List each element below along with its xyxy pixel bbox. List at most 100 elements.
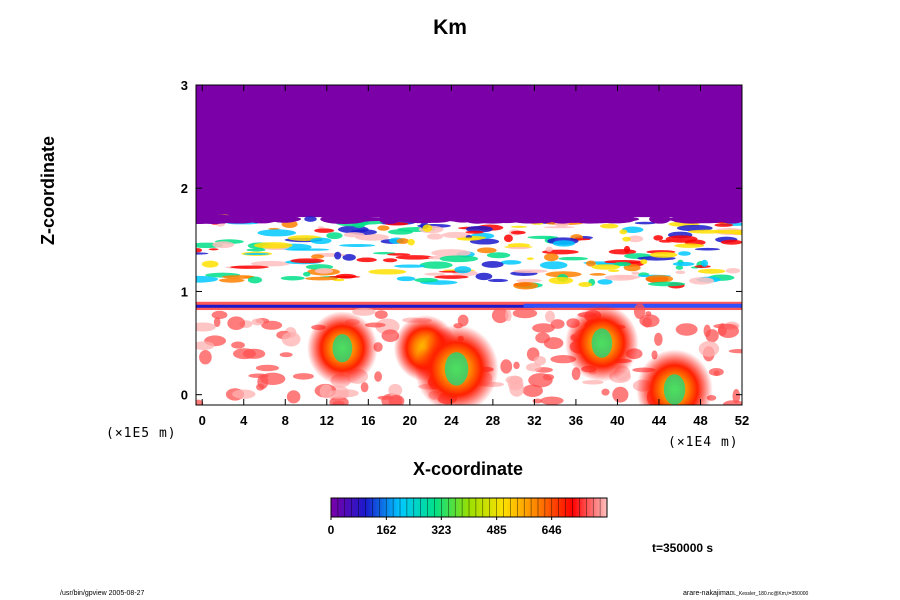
lower-patch (532, 323, 555, 333)
colorbar: 0 162 323 485 646 (328, 497, 608, 537)
x-tick-label: 36 (569, 413, 583, 428)
upper-edge-cell (441, 216, 480, 222)
upper-edge-cell (469, 214, 515, 224)
turbulent-cell (503, 234, 513, 243)
turbulent-cell (578, 282, 592, 287)
y-tick-label: 1 (181, 284, 188, 299)
turbulent-cell (311, 254, 325, 259)
lower-patch (732, 388, 741, 404)
lower-patch (728, 349, 742, 354)
lower-patch (388, 383, 403, 397)
turbulent-cell (342, 253, 356, 261)
turbulent-cell (510, 230, 526, 235)
turbulent-cell (230, 265, 269, 269)
turbulent-cell (302, 271, 311, 277)
turbulent-cell (257, 229, 297, 237)
lower-patch (654, 332, 663, 346)
lower-patch (352, 308, 376, 316)
lower-patch (642, 317, 652, 328)
footer-author: arare-nakajima (683, 590, 730, 597)
turbulent-cell (304, 276, 339, 281)
x-tick-label: 12 (320, 413, 334, 428)
lower-patch (633, 303, 646, 320)
lower-patch (242, 348, 266, 359)
lower-patch (286, 390, 301, 404)
turbulent-cell (543, 226, 575, 229)
turbulent-cell (212, 241, 235, 249)
turbulent-cell (694, 247, 720, 251)
turbulent-cell (649, 251, 678, 258)
turbulent-cell (619, 229, 628, 235)
x-tick-label: 44 (652, 413, 667, 428)
turbulent-cell (339, 243, 376, 247)
colorbar-ticks: 0 162 323 485 646 (328, 498, 601, 537)
plume-core (591, 328, 613, 358)
turbulent-cell (701, 259, 709, 267)
lower-patch (513, 361, 520, 370)
turbulent-cell (589, 273, 606, 276)
lower-patch (505, 309, 512, 322)
lower-patch (542, 373, 555, 381)
y-tick-label: 2 (181, 181, 188, 196)
turbulent-cell (337, 225, 369, 234)
upper-edge-cell (615, 217, 640, 222)
colorbar-tick-label: 485 (487, 523, 507, 537)
turbulent-cell (441, 231, 471, 239)
turbulent-cell (672, 261, 695, 267)
x-tick-label: 24 (444, 413, 459, 428)
turbulent-cell (377, 225, 390, 231)
turbulent-cell (434, 275, 469, 279)
turbulent-cell (476, 247, 497, 254)
lower-patch (512, 308, 538, 319)
turbulent-cell (218, 278, 245, 283)
turbulent-cell (621, 226, 644, 233)
x-axis-ticks: 0 4 8 12 16 20 24 28 32 36 40 44 48 52 (199, 85, 749, 428)
turbulent-cell (613, 261, 632, 267)
lower-patch (540, 396, 564, 405)
turbulent-cell (608, 269, 620, 272)
lower-patch (199, 350, 212, 365)
lower-patch (292, 373, 314, 380)
turbulent-cell (527, 235, 559, 240)
turbulent-cell (431, 249, 471, 257)
turbulent-cell (510, 225, 528, 228)
lower-patch (722, 400, 742, 405)
x-tick-label: 48 (693, 413, 707, 428)
upper-edge-cell (196, 214, 234, 224)
turbulent-cell (688, 277, 715, 285)
turbulent-cell (465, 230, 484, 234)
turbulent-cell (486, 252, 511, 259)
turbulent-cell (653, 235, 664, 241)
turbulent-cell (243, 252, 270, 256)
turbulent-cell (678, 251, 691, 256)
turbulent-cell (335, 273, 357, 279)
turbulent-cell (247, 276, 263, 284)
lower-patch (675, 323, 698, 336)
lower-patch (545, 310, 555, 323)
lower-patch (213, 317, 221, 328)
turbulent-cell (424, 272, 446, 276)
turbulent-cell (526, 257, 534, 261)
turbulent-cell (697, 268, 726, 274)
x-tick-label: 4 (240, 413, 248, 428)
x-tick-label: 52 (735, 413, 749, 428)
colorbar-tick-label: 0 (328, 523, 335, 537)
lower-patch (232, 389, 256, 399)
turbulent-cell (481, 261, 504, 268)
lower-patch (231, 341, 245, 349)
turbulent-cell (407, 238, 415, 246)
turbulent-cell (310, 237, 332, 245)
turbulent-cell (290, 258, 325, 264)
turbulent-cell (488, 278, 508, 283)
turbulent-cell (250, 260, 291, 267)
x-tick-label: 8 (282, 413, 289, 428)
turbulent-cell (396, 238, 410, 245)
turbulent-cell (552, 240, 576, 247)
turbulent-cell (647, 281, 686, 287)
lower-patch (227, 316, 246, 330)
footer-command: /usr/bin/gpview 2005-08-27 (60, 590, 145, 597)
lower-patch (329, 396, 349, 405)
turbulent-cell (422, 224, 433, 232)
turbulent-cell (687, 229, 726, 234)
stable-layer-core (196, 304, 535, 308)
